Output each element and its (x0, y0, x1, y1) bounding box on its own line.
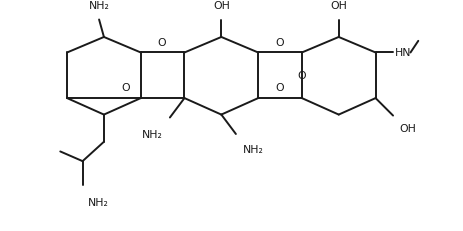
Text: OH: OH (330, 1, 346, 11)
Text: NH₂: NH₂ (88, 1, 109, 11)
Text: NH₂: NH₂ (142, 130, 163, 140)
Text: OH: OH (213, 1, 229, 11)
Text: O: O (121, 83, 129, 93)
Text: OH: OH (399, 124, 416, 134)
Text: HN: HN (394, 48, 411, 58)
Text: O: O (157, 37, 166, 47)
Text: O: O (297, 70, 306, 80)
Text: O: O (275, 83, 283, 93)
Text: O: O (275, 37, 283, 47)
Text: NH₂: NH₂ (87, 197, 108, 207)
Text: NH₂: NH₂ (242, 144, 263, 154)
